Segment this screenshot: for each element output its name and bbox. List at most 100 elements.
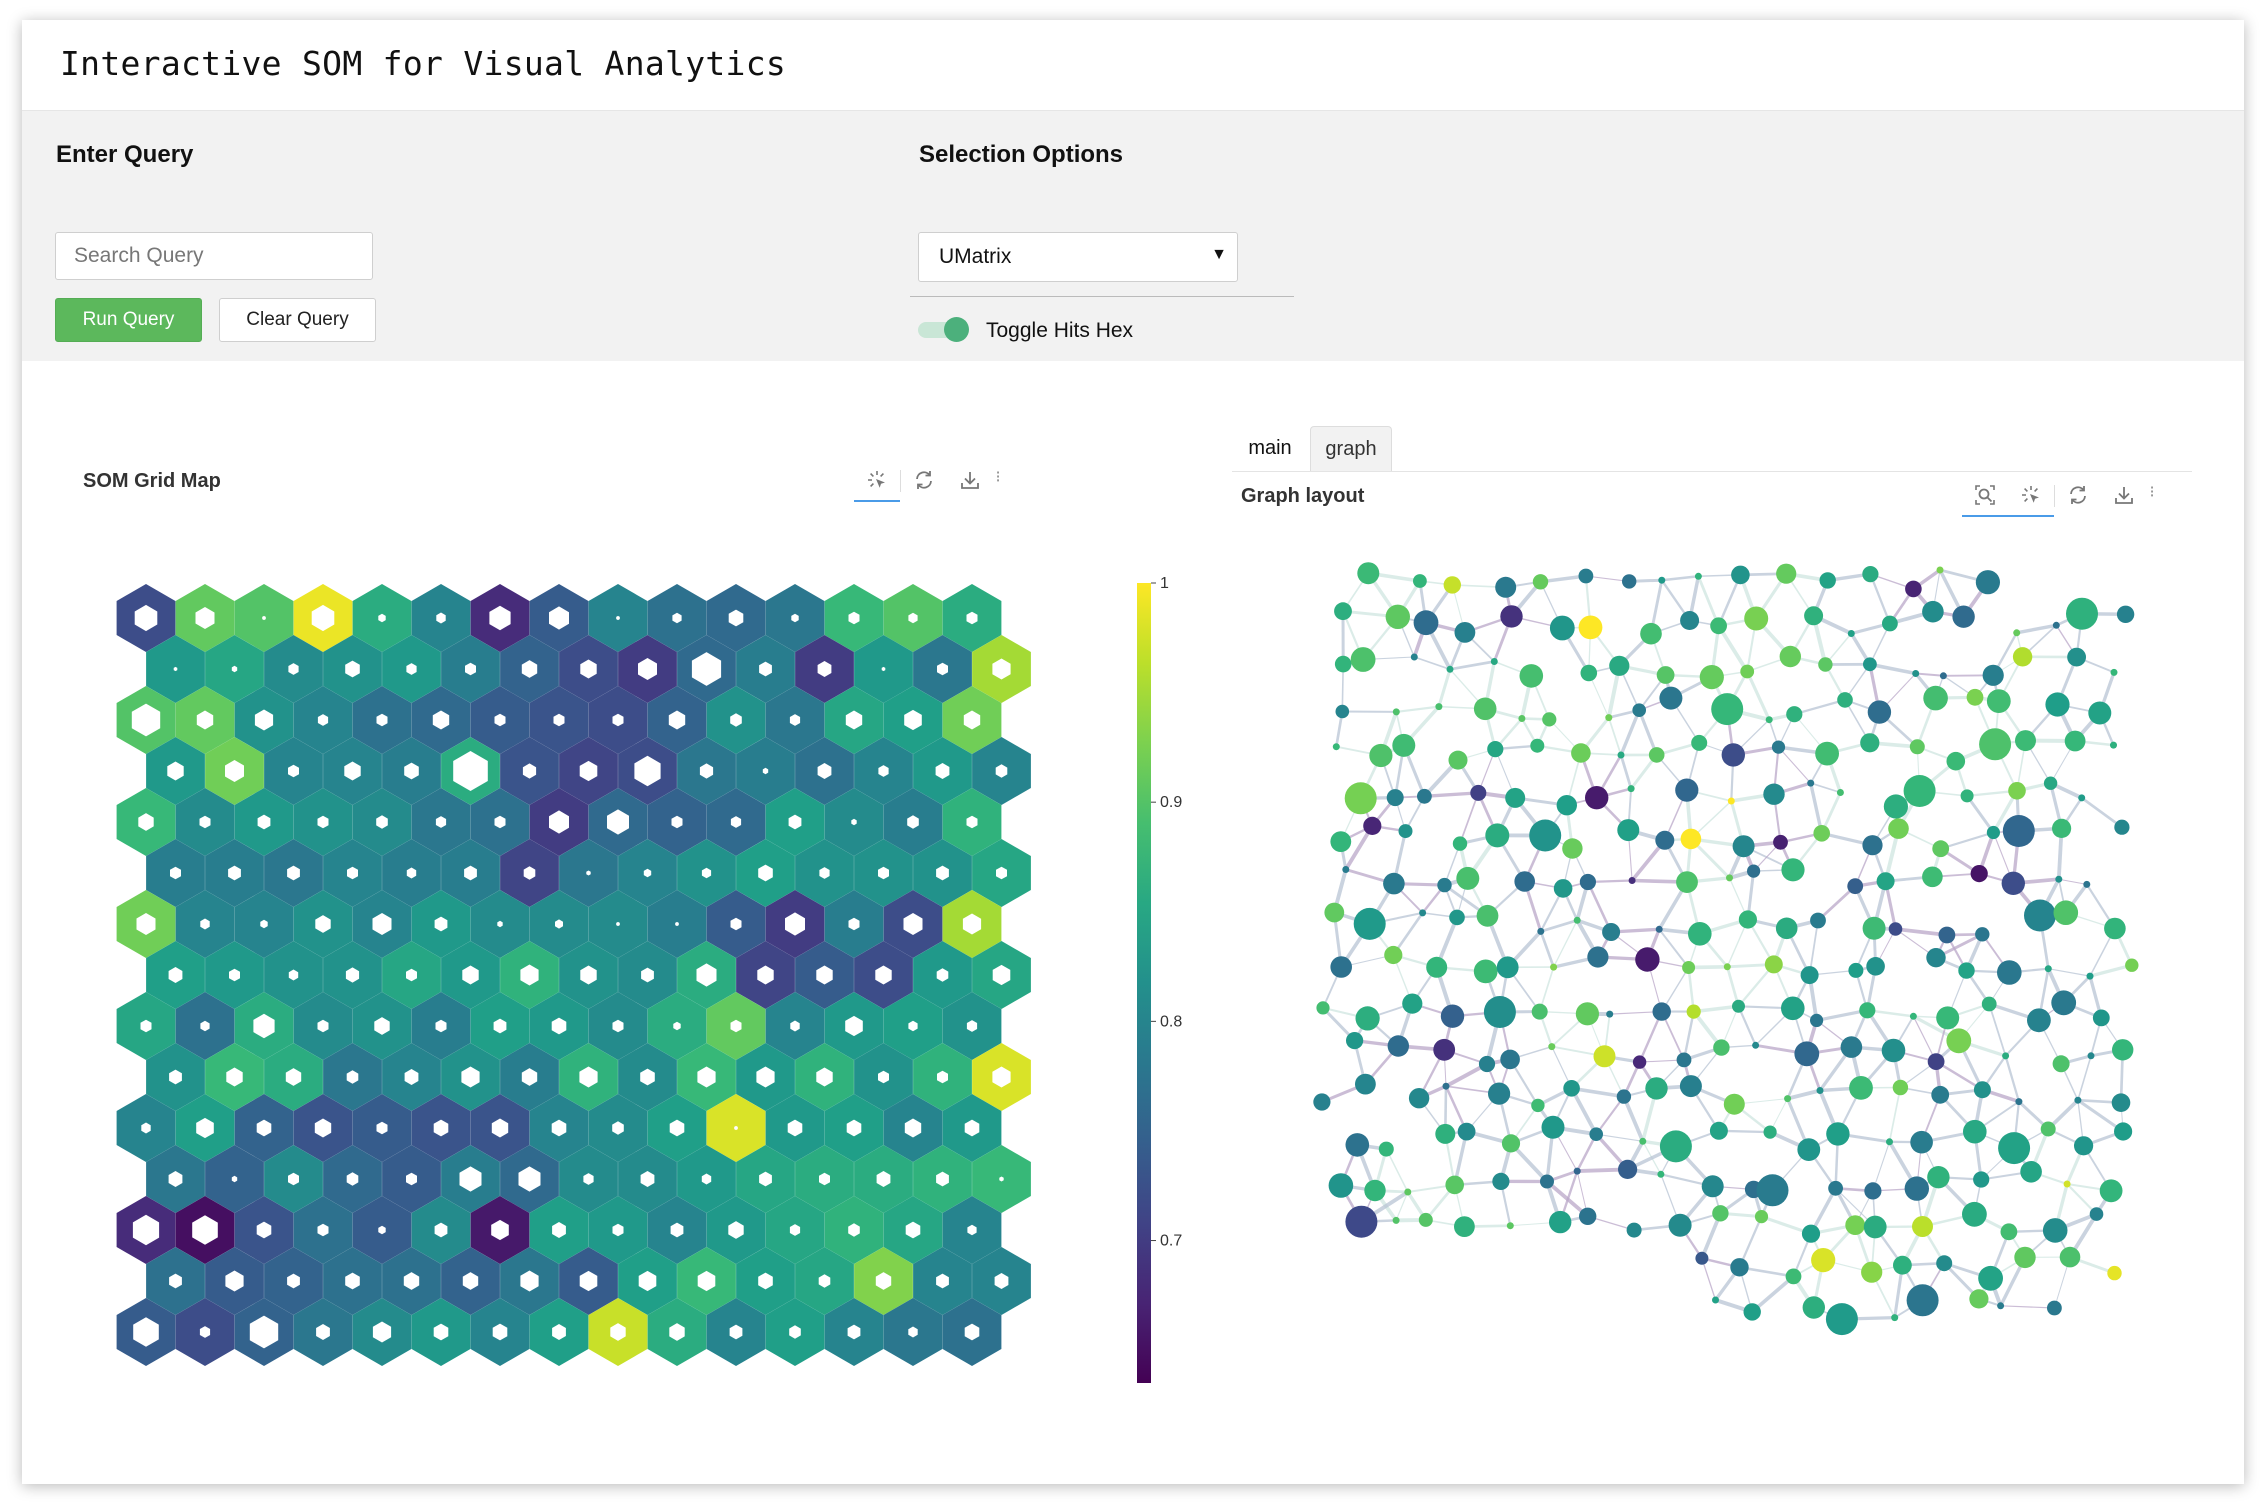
graph-node[interactable] bbox=[1883, 794, 1908, 819]
graph-node[interactable] bbox=[1585, 786, 1609, 810]
graph-node[interactable] bbox=[1364, 1179, 1386, 1202]
graph-node[interactable] bbox=[2053, 900, 2079, 925]
graph-node[interactable] bbox=[1392, 708, 1400, 716]
graph-node[interactable] bbox=[1626, 1222, 1642, 1238]
graph-node[interactable] bbox=[1891, 1314, 1899, 1322]
graph-node[interactable] bbox=[1679, 1075, 1702, 1098]
graph-node[interactable] bbox=[1330, 831, 1352, 852]
graph-node[interactable] bbox=[1711, 693, 1744, 726]
graph-node[interactable] bbox=[1744, 606, 1769, 631]
graph-node[interactable] bbox=[1986, 689, 2011, 713]
graph-node[interactable] bbox=[1514, 871, 1535, 892]
graph-node[interactable] bbox=[1655, 830, 1675, 850]
graph-node[interactable] bbox=[1932, 840, 1950, 858]
graph-node[interactable] bbox=[2020, 1161, 2042, 1183]
graph-node[interactable] bbox=[1810, 1013, 1824, 1027]
graph-node[interactable] bbox=[1721, 743, 1745, 767]
graph-node[interactable] bbox=[1640, 622, 1662, 645]
graph-node[interactable] bbox=[1580, 664, 1598, 682]
graph-node[interactable] bbox=[1593, 1045, 1616, 1068]
graph-node[interactable] bbox=[1862, 566, 1879, 583]
graph-node[interactable] bbox=[1531, 1003, 1548, 1020]
graph-node[interactable] bbox=[1922, 866, 1943, 888]
graph-node[interactable] bbox=[2042, 1218, 2068, 1243]
graph-node[interactable] bbox=[1997, 960, 2022, 985]
graph-node[interactable] bbox=[1680, 611, 1700, 630]
graph-node[interactable] bbox=[1563, 1080, 1580, 1097]
graph-node[interactable] bbox=[1345, 1205, 1378, 1238]
graph-node[interactable] bbox=[1657, 1170, 1665, 1178]
graph-node[interactable] bbox=[1828, 1180, 1843, 1196]
graph-node[interactable] bbox=[1369, 743, 1393, 768]
graph-node[interactable] bbox=[1802, 1296, 1825, 1319]
graph-node[interactable] bbox=[1786, 706, 1803, 723]
graph-node[interactable] bbox=[2111, 1093, 2131, 1112]
graph-node[interactable] bbox=[1712, 1296, 1719, 1304]
graph-node[interactable] bbox=[1958, 962, 1975, 979]
graph-node[interactable] bbox=[1723, 1093, 1745, 1115]
graph-node[interactable] bbox=[1540, 1174, 1554, 1189]
graph-node[interactable] bbox=[2002, 1052, 2010, 1060]
graph-node[interactable] bbox=[2074, 1136, 2094, 1156]
graph-node[interactable] bbox=[1578, 568, 1594, 584]
graph-node[interactable] bbox=[1505, 787, 1526, 808]
reset-icon[interactable] bbox=[2055, 483, 2101, 517]
graph-node[interactable] bbox=[1986, 825, 2000, 840]
graph-node[interactable] bbox=[1617, 751, 1625, 759]
graph-node[interactable] bbox=[1433, 1038, 1456, 1061]
graph-node[interactable] bbox=[1632, 703, 1646, 717]
graph-node[interactable] bbox=[1936, 566, 1944, 574]
graph-node[interactable] bbox=[1652, 1002, 1671, 1021]
graph-node[interactable] bbox=[1357, 562, 1380, 585]
graph-node[interactable] bbox=[1862, 916, 1886, 940]
graph-node[interactable] bbox=[1602, 923, 1621, 941]
graph-node[interactable] bbox=[1859, 1002, 1876, 1019]
graph-node[interactable] bbox=[1816, 1087, 1824, 1094]
graph-node[interactable] bbox=[1605, 714, 1613, 722]
graph-node[interactable] bbox=[1747, 864, 1761, 878]
graph-node[interactable] bbox=[1449, 909, 1465, 926]
graph-node[interactable] bbox=[1845, 1215, 1866, 1235]
graph-node[interactable] bbox=[2125, 958, 2139, 972]
graph-node[interactable] bbox=[1490, 658, 1498, 665]
graph-node[interactable] bbox=[1713, 1039, 1730, 1056]
graph-node[interactable] bbox=[1682, 961, 1696, 974]
graph-node[interactable] bbox=[1862, 835, 1883, 856]
graph-node[interactable] bbox=[1998, 1132, 2031, 1165]
graph-node[interactable] bbox=[2002, 815, 2035, 847]
graph-node[interactable] bbox=[1963, 1119, 1987, 1144]
graph-node[interactable] bbox=[2015, 1098, 2023, 1106]
graph-node[interactable] bbox=[1632, 1055, 1647, 1069]
graph-node[interactable] bbox=[1506, 1222, 1514, 1230]
graph-node[interactable] bbox=[1328, 1173, 1354, 1198]
graph-node[interactable] bbox=[1617, 819, 1640, 842]
graph-node[interactable] bbox=[1765, 716, 1773, 724]
graph-node[interactable] bbox=[1553, 879, 1573, 898]
graph-node[interactable] bbox=[1903, 775, 1936, 807]
graph-node[interactable] bbox=[1578, 615, 1603, 640]
graph-node[interactable] bbox=[1345, 1133, 1370, 1157]
graph-node[interactable] bbox=[2107, 1265, 2122, 1281]
graph-node[interactable] bbox=[1659, 686, 1683, 710]
graph-node[interactable] bbox=[1979, 728, 2012, 761]
graph-node[interactable] bbox=[2040, 1121, 2056, 1137]
graph-node[interactable] bbox=[1975, 927, 1990, 942]
graph-node[interactable] bbox=[1404, 1188, 1412, 1196]
more-icon[interactable]: ⁝ bbox=[2149, 484, 2155, 501]
graph-node[interactable] bbox=[1476, 904, 1499, 927]
zoom-icon[interactable] bbox=[1962, 483, 2008, 517]
graph-node[interactable] bbox=[1668, 1213, 1692, 1237]
graph-node[interactable] bbox=[1905, 580, 1922, 598]
graph-node[interactable] bbox=[1519, 664, 1544, 688]
graph-node[interactable] bbox=[1440, 1004, 1465, 1028]
graph-node[interactable] bbox=[1437, 877, 1452, 893]
graph-node[interactable] bbox=[1699, 665, 1724, 690]
graph-node[interactable] bbox=[1888, 922, 1903, 936]
graph-node[interactable] bbox=[1973, 1081, 1991, 1099]
graph-node[interactable] bbox=[1927, 1166, 1950, 1189]
graph-node[interactable] bbox=[1926, 948, 1946, 968]
graph-node[interactable] bbox=[1448, 750, 1468, 770]
graph-node[interactable] bbox=[2059, 1246, 2081, 1268]
graph-node[interactable] bbox=[1740, 664, 1755, 679]
graph-node[interactable] bbox=[1752, 1041, 1760, 1049]
